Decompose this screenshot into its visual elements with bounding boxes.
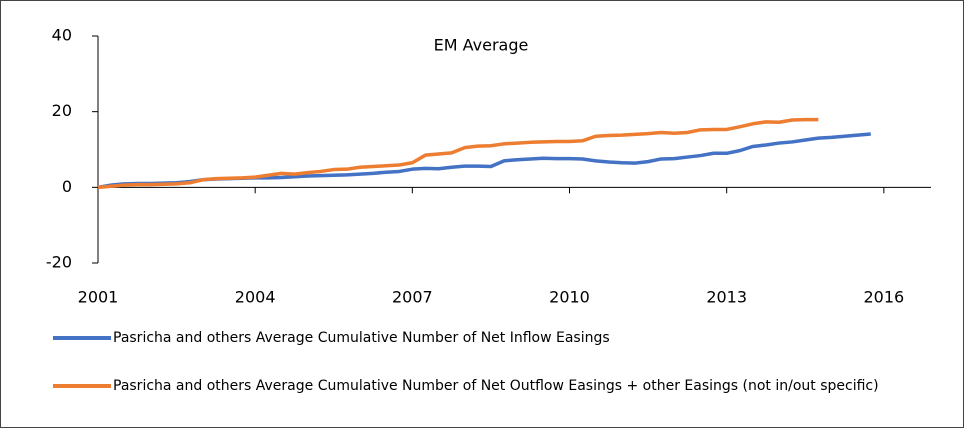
legend-swatch [53, 384, 111, 388]
legend-item: Pasricha and others Average Cumulative N… [53, 328, 933, 348]
legend-item: Pasricha and others Average Cumulative N… [53, 376, 933, 396]
legend-label: Pasricha and others Average Cumulative N… [113, 378, 879, 394]
plot: EM Average -20 0 20 40 2001 2004 2007 2010 2013 2… [46, 26, 931, 307]
y-tick-label: -20 [46, 253, 72, 272]
legend-label: Pasricha and others Average Cumulative N… [113, 330, 610, 346]
x-tick-label: 2001 [78, 288, 119, 307]
x-tick-label: 2007 [392, 288, 433, 307]
y-tick-label: 20 [52, 101, 72, 120]
series-line [97, 117, 819, 190]
x-tick-label: 2004 [235, 288, 276, 307]
y-tick-label: 0 [62, 177, 72, 196]
legend-swatch [53, 336, 111, 340]
y-tick-label: 40 [52, 26, 72, 45]
chart-title: EM Average [434, 36, 529, 55]
x-tick-label: 2016 [863, 288, 904, 307]
x-tick-label: 2013 [706, 288, 747, 307]
x-tick-label: 2010 [549, 288, 590, 307]
